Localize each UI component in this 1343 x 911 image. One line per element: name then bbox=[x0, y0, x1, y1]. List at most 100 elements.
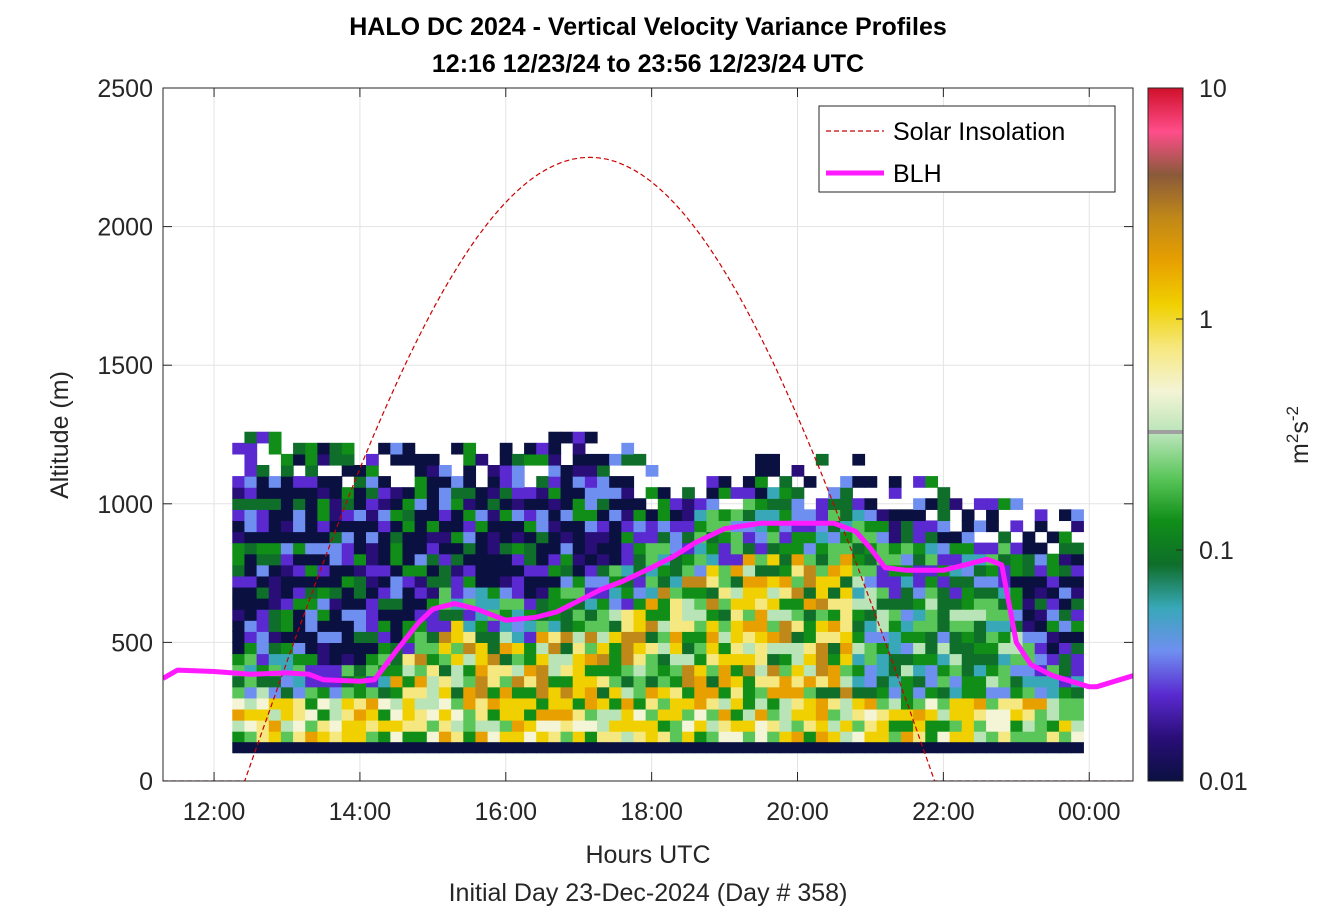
heatmap-cell bbox=[426, 686, 440, 699]
heatmap-cell bbox=[524, 509, 537, 522]
heatmap-cell-floor bbox=[864, 742, 878, 754]
heatmap-cell bbox=[815, 575, 829, 588]
heatmap-cell bbox=[256, 564, 270, 577]
heatmap-cell bbox=[463, 564, 477, 577]
x-tick-label: 22:00 bbox=[912, 798, 975, 826]
heatmap-cell bbox=[682, 653, 695, 666]
heatmap-cell bbox=[730, 697, 744, 710]
heatmap-cell bbox=[682, 620, 695, 632]
heatmap-cell bbox=[536, 509, 549, 522]
heatmap-cell bbox=[280, 531, 294, 544]
heatmap-cell bbox=[572, 708, 586, 721]
heatmap-cell bbox=[1034, 653, 1048, 666]
heatmap-cell-floor bbox=[280, 742, 294, 754]
heatmap-cell bbox=[645, 708, 659, 721]
heatmap-cell bbox=[268, 509, 282, 522]
heatmap-cell bbox=[378, 553, 391, 566]
heatmap-cell bbox=[913, 642, 926, 655]
heatmap-cell bbox=[828, 598, 841, 610]
heatmap-cell bbox=[572, 509, 586, 522]
heatmap-cell bbox=[986, 653, 999, 666]
heatmap-cell bbox=[925, 609, 939, 621]
heatmap-cell bbox=[378, 531, 391, 544]
heatmap-cell bbox=[414, 564, 428, 577]
heatmap-cell bbox=[366, 531, 379, 544]
heatmap-cell bbox=[621, 531, 635, 544]
heatmap-cell bbox=[366, 708, 379, 721]
heatmap-cell-floor bbox=[1022, 742, 1036, 754]
heatmap-cell-floor bbox=[1010, 742, 1024, 754]
heatmap-cell bbox=[244, 686, 258, 699]
heatmap-cell bbox=[280, 498, 294, 510]
heatmap-cell bbox=[900, 664, 914, 677]
heatmap-cell bbox=[353, 564, 367, 577]
heatmap-cell bbox=[913, 664, 926, 677]
heatmap-cell bbox=[451, 542, 464, 555]
heatmap-cell bbox=[451, 620, 464, 632]
heatmap-cell bbox=[597, 664, 610, 677]
heatmap-cell bbox=[755, 586, 768, 599]
heatmap-cell bbox=[524, 531, 537, 544]
heatmap-cell bbox=[317, 509, 331, 522]
heatmap-cell bbox=[779, 476, 793, 488]
colorbar-label-mid: s bbox=[1286, 421, 1314, 434]
heatmap-cell bbox=[438, 553, 452, 566]
heatmap-cell bbox=[329, 631, 343, 643]
heatmap-cell bbox=[742, 686, 756, 699]
heatmap-cell bbox=[232, 520, 246, 533]
heatmap-cell bbox=[973, 620, 987, 632]
heatmap-cell bbox=[730, 564, 744, 577]
heatmap-cell bbox=[973, 642, 987, 655]
heatmap-cell bbox=[682, 697, 695, 710]
heatmap-cell bbox=[657, 720, 671, 732]
heatmap-cell bbox=[815, 731, 829, 743]
heatmap-cell bbox=[949, 708, 963, 721]
heatmap-cell bbox=[645, 697, 659, 710]
heatmap-cell bbox=[888, 509, 902, 522]
heatmap-cell bbox=[694, 609, 708, 621]
heatmap-cell bbox=[645, 598, 659, 610]
heatmap-cell bbox=[779, 542, 793, 555]
heatmap-cell bbox=[1034, 509, 1048, 522]
heatmap-cell bbox=[499, 664, 513, 677]
heatmap-cell bbox=[609, 631, 622, 643]
heatmap-cell bbox=[1022, 720, 1036, 732]
heatmap-cell bbox=[815, 453, 829, 466]
heatmap-cell bbox=[572, 575, 586, 588]
heatmap-cell-floor bbox=[268, 742, 282, 754]
heatmap-cell bbox=[305, 697, 318, 710]
heatmap-cell bbox=[572, 664, 586, 677]
heatmap-cell bbox=[840, 631, 853, 643]
heatmap-cell bbox=[317, 487, 331, 499]
heatmap-cell bbox=[900, 586, 914, 599]
heatmap-cell bbox=[694, 498, 708, 510]
heatmap-cell bbox=[366, 498, 379, 510]
heatmap-cell bbox=[755, 598, 768, 610]
heatmap-cell bbox=[268, 598, 282, 610]
heatmap-cell bbox=[1059, 553, 1072, 566]
heatmap-cell bbox=[305, 487, 318, 499]
heatmap-cell bbox=[317, 708, 331, 721]
heatmap-cell-floor bbox=[900, 742, 914, 754]
heatmap-cell bbox=[864, 520, 878, 533]
heatmap-cell bbox=[280, 509, 294, 522]
heatmap-cell bbox=[730, 609, 744, 621]
heatmap-cell bbox=[840, 575, 853, 588]
heatmap-cell bbox=[244, 598, 258, 610]
x-axis-label: Hours UTC bbox=[585, 841, 710, 869]
heatmap-cell bbox=[645, 653, 659, 666]
heatmap-cell bbox=[925, 708, 939, 721]
heatmap-cell-floor bbox=[791, 742, 805, 754]
heatmap-cell bbox=[402, 487, 416, 499]
heatmap-cell bbox=[815, 631, 829, 643]
heatmap-cell-floor bbox=[888, 742, 902, 754]
heatmap-cell bbox=[621, 453, 635, 466]
heatmap-cell bbox=[475, 620, 489, 632]
heatmap-cell bbox=[888, 531, 902, 544]
heatmap-cell bbox=[913, 675, 926, 688]
heatmap-cell bbox=[232, 476, 246, 488]
heatmap-cell bbox=[268, 697, 282, 710]
heatmap-cell bbox=[390, 453, 404, 466]
heatmap-cell bbox=[463, 675, 477, 688]
